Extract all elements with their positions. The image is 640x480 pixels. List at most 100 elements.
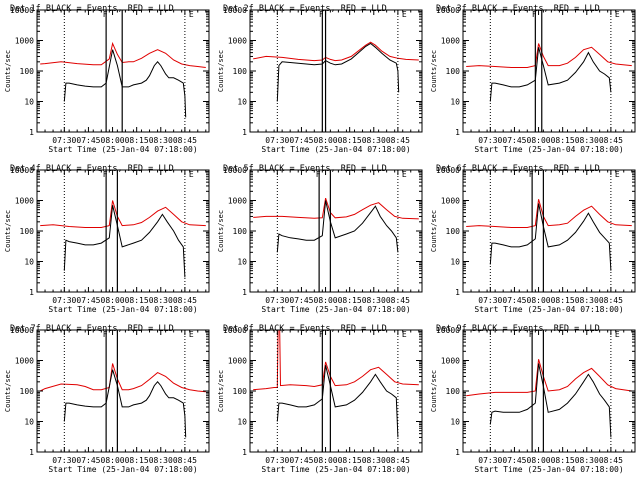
y-tick-label: 1 xyxy=(242,448,247,457)
y-tick-label: 10 xyxy=(237,98,247,107)
plot-frame xyxy=(249,169,423,293)
traces xyxy=(253,41,419,102)
plot-frame xyxy=(36,169,210,293)
x-tick-label: 07:30 xyxy=(52,296,76,305)
events-trace xyxy=(276,42,400,102)
y-tick-label: 1000 xyxy=(228,37,247,46)
y-tick-label: 100 xyxy=(20,227,35,236)
x-tick-label: 07:45 xyxy=(502,296,526,305)
traces xyxy=(466,199,632,271)
y-tick-label: 1000 xyxy=(228,357,247,366)
x-axis-label: Start Time (25-Jan-04 07:18:00) xyxy=(474,465,623,474)
x-tick-label: 08:15 xyxy=(551,456,575,465)
y-tick-label: 10000 xyxy=(436,166,460,175)
x-tick-label: 08:30 xyxy=(149,136,173,145)
x-tick-label: 08:45 xyxy=(173,136,197,145)
y-tick-label: 10 xyxy=(237,418,247,427)
x-tick-label: 08:00 xyxy=(527,456,551,465)
y-tick-label: 100 xyxy=(446,67,461,76)
x-tick-label: 08:15 xyxy=(338,136,362,145)
y-axis-label: Counts/sec xyxy=(4,50,12,92)
lld-trace xyxy=(466,359,632,397)
x-tick-label: 07:30 xyxy=(265,456,289,465)
panel-title: Det 3f BLACK = Events, RED = LLD xyxy=(436,4,600,14)
y-tick-label: 10000 xyxy=(10,326,34,335)
y-tick-label: 10 xyxy=(450,418,460,427)
marker-label: E xyxy=(189,330,194,339)
lld-trace xyxy=(466,43,632,68)
traces xyxy=(466,43,632,102)
y-tick-label: 1 xyxy=(29,128,34,137)
y-axis-label: Counts/sec xyxy=(430,50,438,92)
plot-frame xyxy=(462,169,636,293)
marker-label: E xyxy=(189,10,194,19)
plot-frame xyxy=(36,329,210,453)
lld-trace xyxy=(253,197,419,220)
marker-label: E xyxy=(402,10,407,19)
x-tick-label: 08:00 xyxy=(527,296,551,305)
x-tick-label: 07:30 xyxy=(478,456,502,465)
y-tick-label: 1000 xyxy=(15,357,34,366)
x-tick-label: 08:30 xyxy=(362,136,386,145)
y-tick-label: 1000 xyxy=(15,37,34,46)
lld-trace xyxy=(253,330,419,391)
x-tick-label: 07:30 xyxy=(265,296,289,305)
marker-label: F xyxy=(316,170,321,179)
x-tick-label: 08:45 xyxy=(599,296,623,305)
lld-trace xyxy=(39,363,206,393)
panel-title: Det 9f BLACK = Events, RED = LLD xyxy=(436,324,600,334)
traces xyxy=(40,200,206,278)
events-trace xyxy=(63,49,187,118)
y-tick-label: 10000 xyxy=(10,6,34,15)
traces xyxy=(253,330,419,438)
events-trace xyxy=(63,369,187,438)
x-axis-label: Start Time (25-Jan-04 07:18:00) xyxy=(474,305,623,314)
y-axis-label: Counts/sec xyxy=(217,370,225,412)
marker-label: E xyxy=(189,170,194,179)
y-tick-label: 10 xyxy=(24,258,34,267)
x-tick-label: 08:45 xyxy=(386,296,410,305)
y-tick-label: 10 xyxy=(24,98,34,107)
x-tick-label: 08:30 xyxy=(575,456,599,465)
y-axis-label: Counts/sec xyxy=(217,50,225,92)
y-tick-label: 100 xyxy=(233,67,248,76)
panel-title: Det 7f BLACK = Events, RED = LLD xyxy=(10,324,174,334)
y-tick-label: 1 xyxy=(29,448,34,457)
y-tick-label: 10 xyxy=(237,258,247,267)
marker-label: F xyxy=(103,10,108,19)
y-axis-label: Counts/sec xyxy=(4,210,12,252)
x-tick-label: 08:15 xyxy=(125,136,149,145)
y-tick-label: 1000 xyxy=(441,197,460,206)
x-tick-label: 08:45 xyxy=(173,456,197,465)
y-tick-label: 1 xyxy=(455,448,460,457)
marker-label: E xyxy=(615,170,620,179)
marker-label: E xyxy=(402,170,407,179)
y-tick-label: 1000 xyxy=(15,197,34,206)
x-tick-label: 07:45 xyxy=(289,456,313,465)
events-trace xyxy=(276,200,399,253)
y-tick-label: 10 xyxy=(450,258,460,267)
events-trace xyxy=(489,47,612,102)
x-tick-label: 07:30 xyxy=(478,136,502,145)
x-tick-label: 08:15 xyxy=(551,136,575,145)
x-tick-label: 08:45 xyxy=(386,136,410,145)
x-tick-label: 07:45 xyxy=(76,136,100,145)
y-tick-label: 1 xyxy=(455,288,460,297)
marker-label: E xyxy=(615,330,620,339)
x-tick-label: 08:00 xyxy=(101,136,125,145)
x-tick-label: 07:30 xyxy=(478,296,502,305)
x-tick-label: 08:15 xyxy=(125,456,149,465)
x-tick-label: 08:00 xyxy=(101,456,125,465)
marker-label: F xyxy=(103,170,108,179)
marker-label: F xyxy=(532,10,537,19)
panel-title: Det 6f BLACK = Events, RED = LLD xyxy=(436,164,600,174)
traces xyxy=(40,41,206,118)
y-tick-label: 100 xyxy=(446,387,461,396)
x-tick-label: 07:45 xyxy=(289,136,313,145)
x-tick-label: 07:45 xyxy=(76,296,100,305)
x-tick-label: 08:30 xyxy=(149,456,173,465)
y-tick-label: 10000 xyxy=(436,326,460,335)
